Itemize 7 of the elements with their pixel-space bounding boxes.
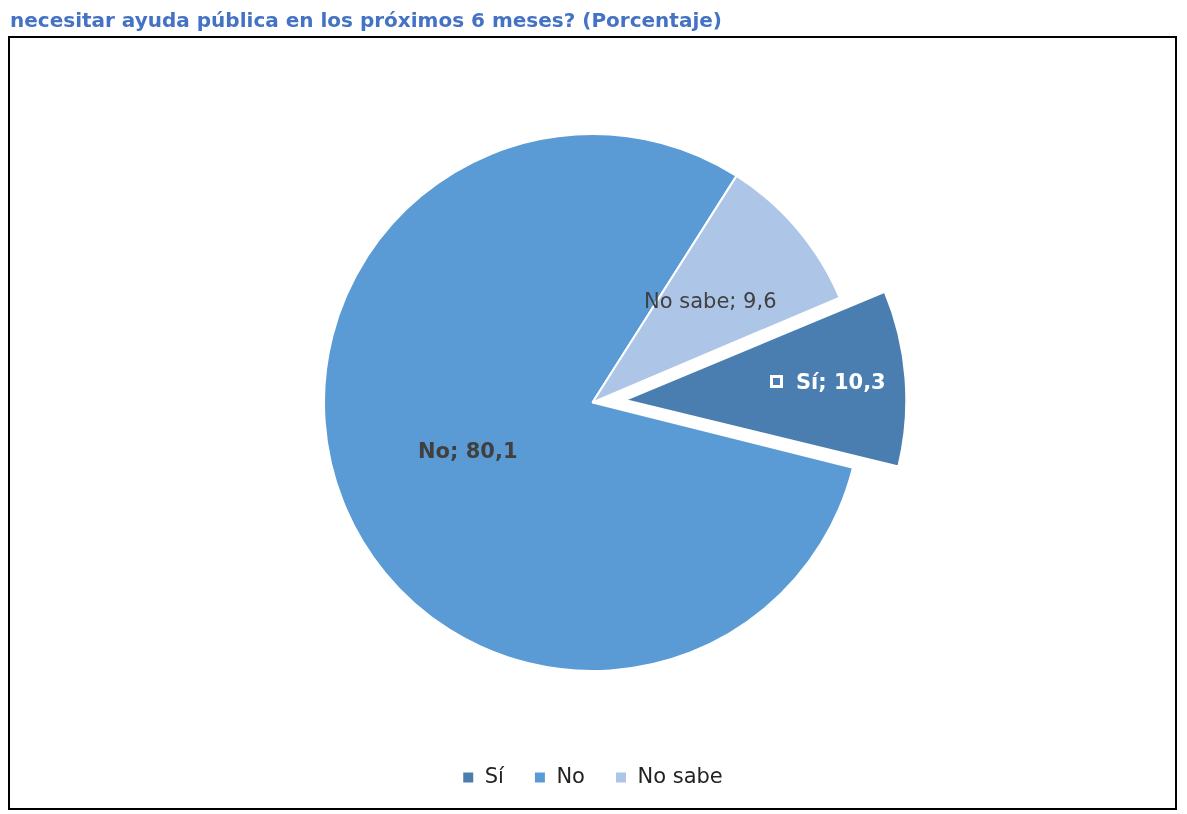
data-label: Sí; 10,3 [795,369,886,394]
data-label: No sabe; 9,6 [644,289,777,314]
legend-label: No sabe [637,763,723,788]
data-label: No; 80,1 [418,438,518,463]
chart-title: necesitar ayuda pública en los próximos 6 meses? (Porcentaje) [10,8,723,32]
legend-label: No [556,763,585,788]
legend-label: Sí [484,763,506,788]
